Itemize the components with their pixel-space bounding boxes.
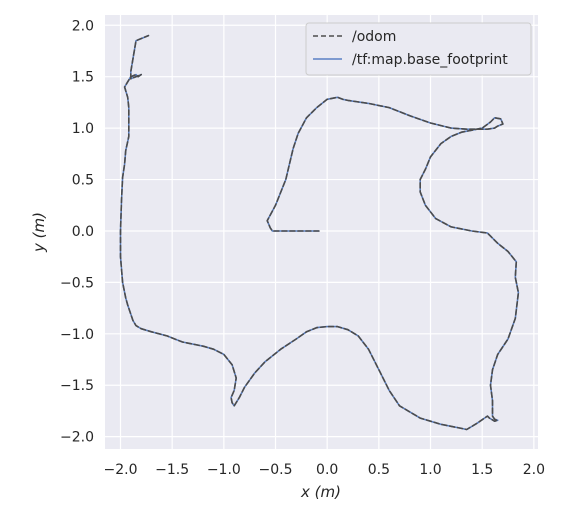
y-tick-label: −2.0 xyxy=(60,430,94,446)
x-tick-label: 0.5 xyxy=(368,462,390,478)
x-tick-label: −1.5 xyxy=(155,462,189,478)
y-tick-label: 0.5 xyxy=(72,173,94,189)
series-line-odom xyxy=(119,34,520,431)
series-layer xyxy=(119,34,520,431)
y-tick-label: −1.0 xyxy=(60,327,94,343)
x-axis-label: x (m) xyxy=(300,483,341,501)
legend: /odom /tf:map.base_footprint xyxy=(305,22,532,76)
y-tick-label: 0.0 xyxy=(72,224,94,240)
y-tick-label: 1.5 xyxy=(72,70,94,86)
y-axis-label: y (m) xyxy=(30,212,48,253)
y-tick-label: −1.5 xyxy=(60,378,94,394)
legend-label-tf: /tf:map.base_footprint xyxy=(352,52,508,68)
x-tick-label: −0.5 xyxy=(259,462,293,478)
tick-labels: −2.0 −1.5 −1.0 −0.5 0.0 0.5 1.0 1.5 2.0 −2.0 −1.5 −… xyxy=(60,18,545,478)
x-tick-label: 1.0 xyxy=(419,462,441,478)
x-tick-label: 1.5 xyxy=(471,462,493,478)
x-tick-label: 0.0 xyxy=(316,462,338,478)
x-tick-label: −2.0 xyxy=(104,462,138,478)
y-tick-label: −0.5 xyxy=(60,275,94,291)
y-tick-label: 2.0 xyxy=(72,18,94,34)
y-tick-label: 1.0 xyxy=(72,121,94,137)
legend-label-odom: /odom xyxy=(352,29,396,45)
legend-box xyxy=(305,22,532,76)
plot-background xyxy=(105,15,538,449)
x-tick-label: −1.0 xyxy=(207,462,241,478)
x-tick-label: 2.0 xyxy=(523,462,545,478)
